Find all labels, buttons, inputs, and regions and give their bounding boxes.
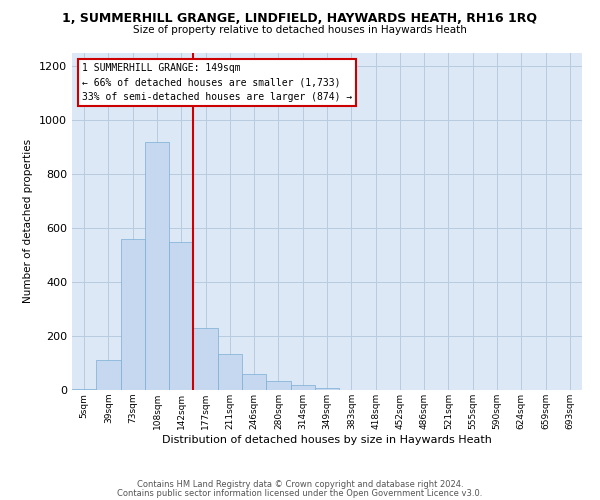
Bar <box>72 388 96 390</box>
Text: 1 SUMMERHILL GRANGE: 149sqm
← 66% of detached houses are smaller (1,733)
33% of : 1 SUMMERHILL GRANGE: 149sqm ← 66% of det… <box>82 62 352 102</box>
Bar <box>315 388 339 390</box>
Bar <box>290 384 315 390</box>
Bar <box>193 328 218 390</box>
Text: Contains HM Land Registry data © Crown copyright and database right 2024.: Contains HM Land Registry data © Crown c… <box>137 480 463 489</box>
Bar <box>266 380 290 390</box>
Bar <box>145 142 169 390</box>
Bar <box>218 354 242 390</box>
Bar <box>121 239 145 390</box>
Bar <box>242 374 266 390</box>
Text: 1, SUMMERHILL GRANGE, LINDFIELD, HAYWARDS HEATH, RH16 1RQ: 1, SUMMERHILL GRANGE, LINDFIELD, HAYWARD… <box>62 12 538 26</box>
Text: Size of property relative to detached houses in Haywards Heath: Size of property relative to detached ho… <box>133 25 467 35</box>
Y-axis label: Number of detached properties: Number of detached properties <box>23 139 34 304</box>
X-axis label: Distribution of detached houses by size in Haywards Heath: Distribution of detached houses by size … <box>162 434 492 444</box>
Text: Contains public sector information licensed under the Open Government Licence v3: Contains public sector information licen… <box>118 489 482 498</box>
Bar <box>96 360 121 390</box>
Bar <box>169 242 193 390</box>
